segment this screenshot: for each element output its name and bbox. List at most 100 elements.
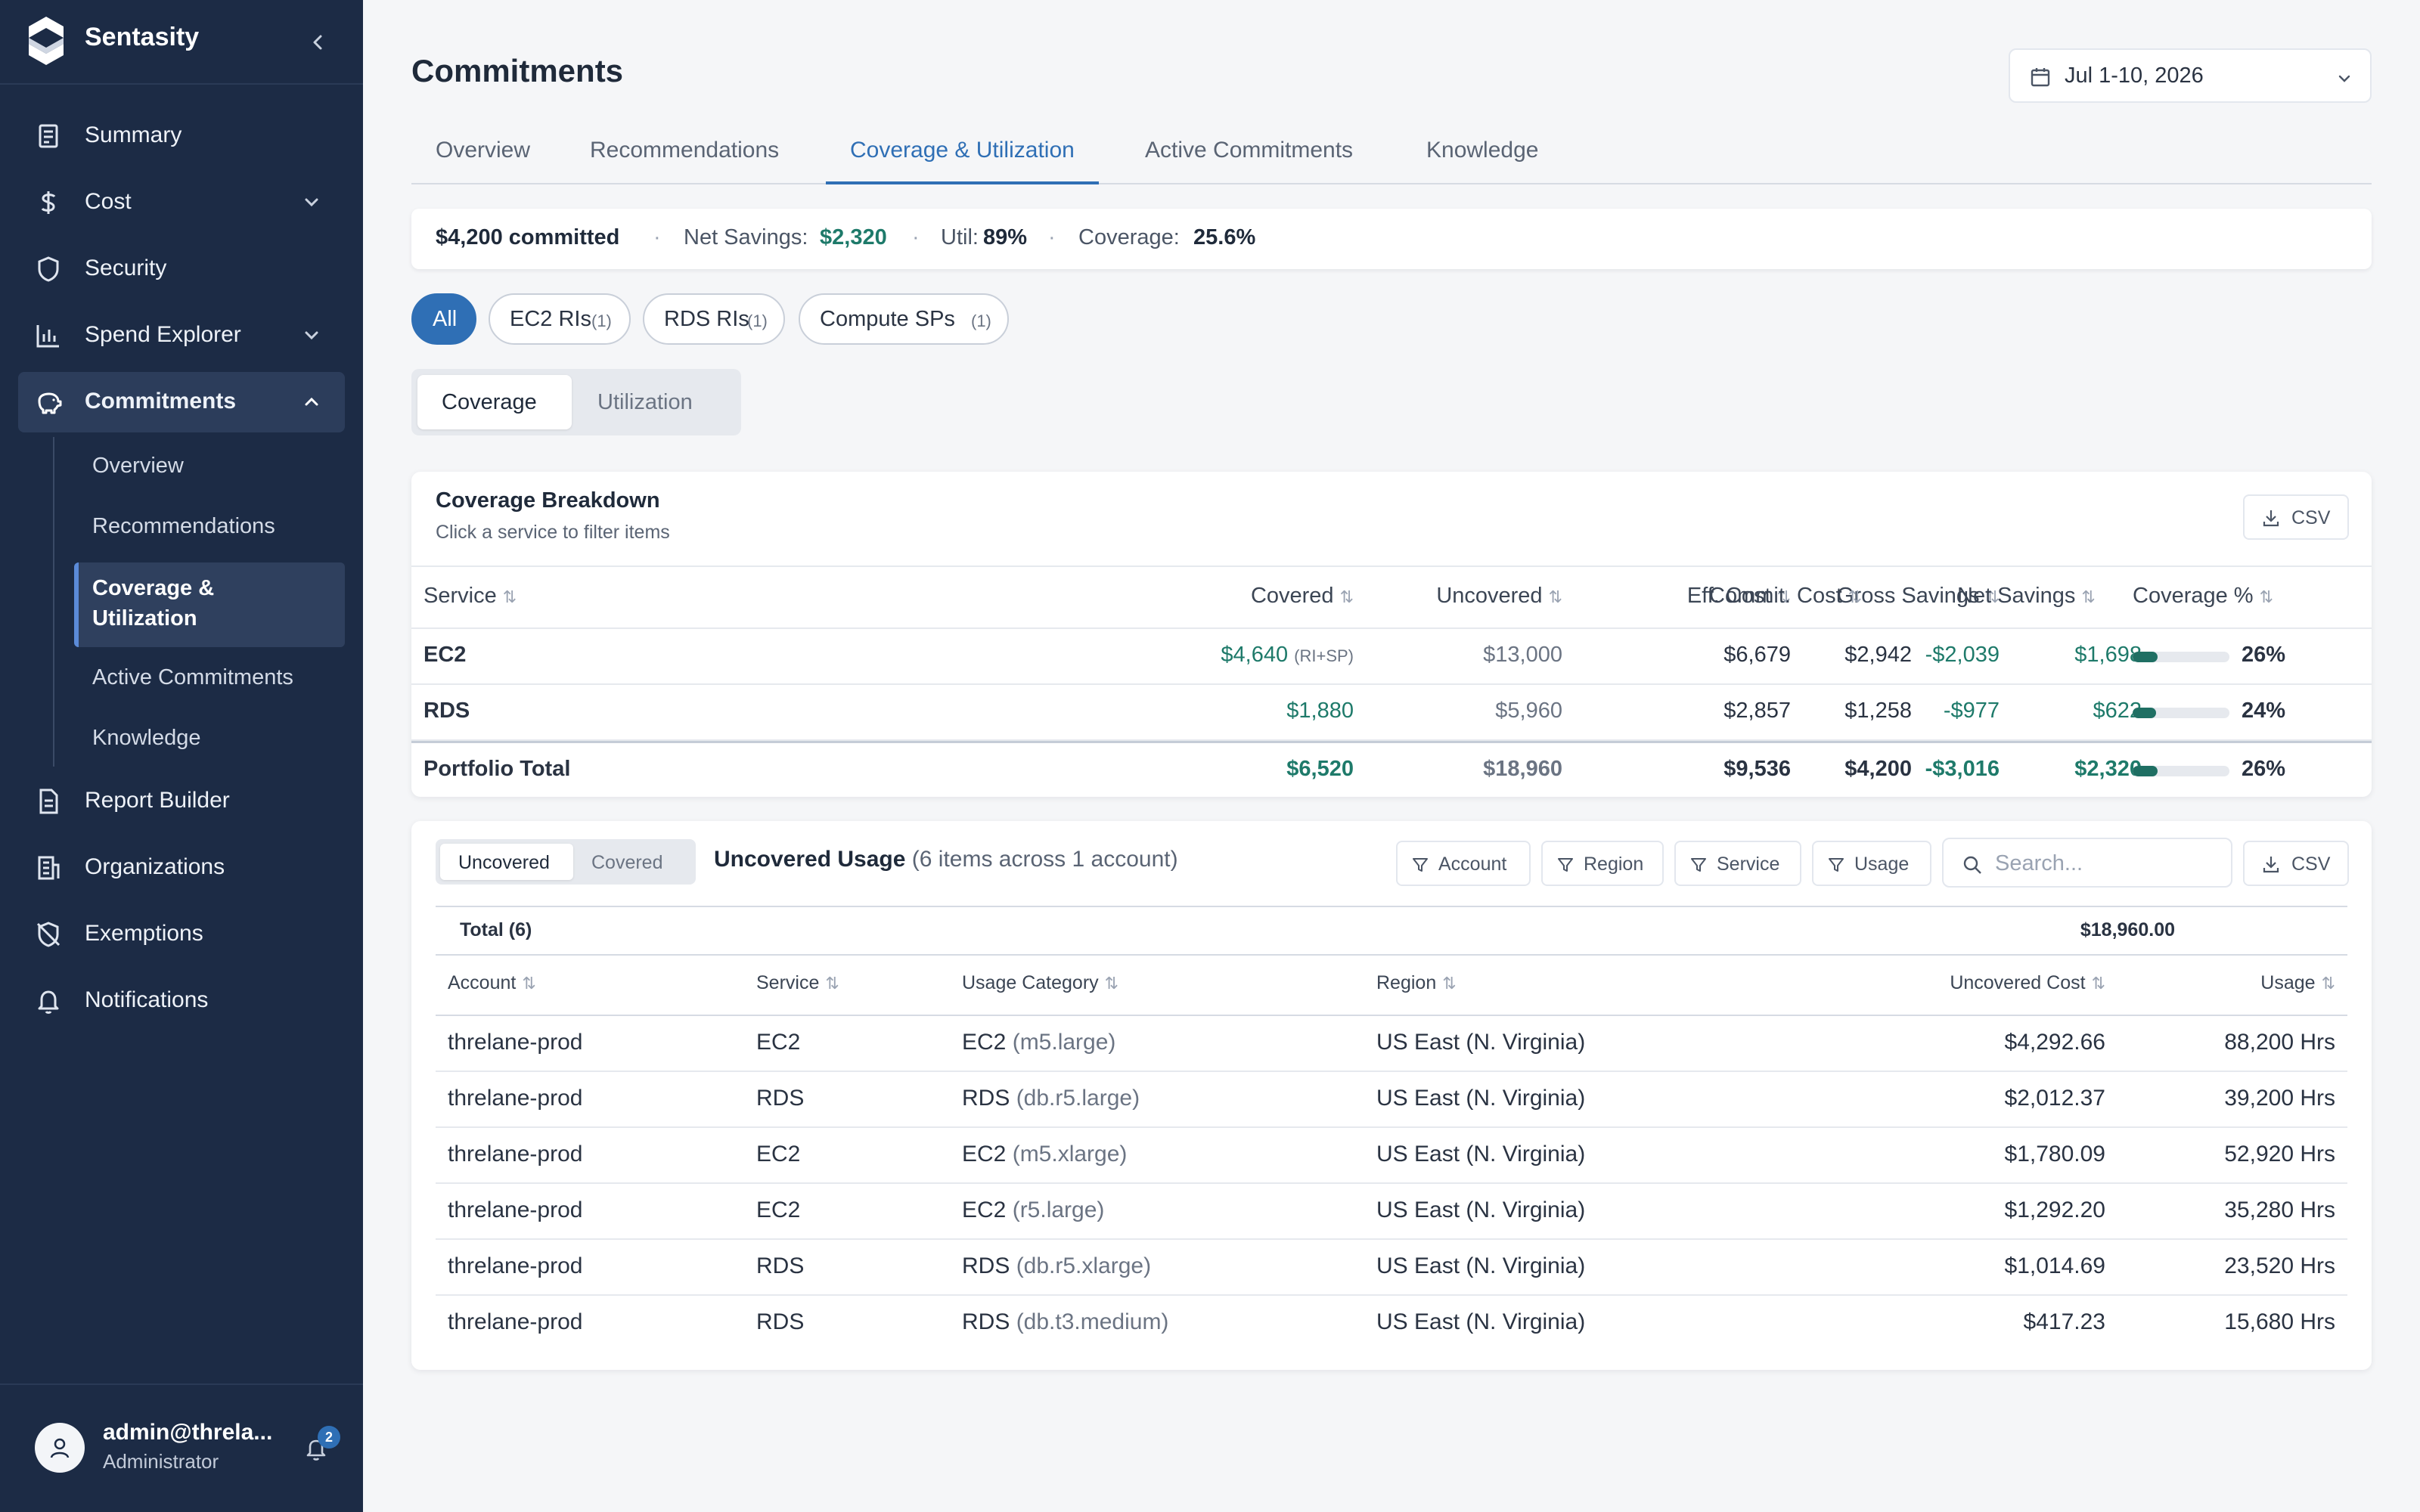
filter-chip-rds-ris[interactable]: RDS RIs (1) bbox=[643, 293, 785, 345]
usage-category-service: EC2 bbox=[962, 1030, 1007, 1055]
net-savings-value: $2,320 bbox=[820, 225, 887, 249]
button-label: Usage bbox=[1854, 854, 1910, 875]
search-input[interactable] bbox=[1995, 848, 2222, 878]
sidebar-item-summary[interactable]: Summary bbox=[18, 106, 345, 166]
filter-chip-label: Compute SPs bbox=[820, 307, 955, 331]
coverage-pct-cell: 26% bbox=[2242, 643, 2286, 667]
user-panel: admin@threla... Administrator 2 bbox=[0, 1383, 363, 1512]
net-savings-cell: $1,698 bbox=[2074, 643, 2142, 667]
usage-filter-button[interactable]: Usage bbox=[1812, 841, 1931, 886]
column-header-usage-category[interactable]: Usage Category ⇅ bbox=[962, 972, 1118, 994]
column-header-uncovered-cost[interactable]: Uncovered Cost ⇅ bbox=[1950, 972, 2105, 994]
region-filter-button[interactable]: Region bbox=[1541, 841, 1664, 886]
column-header-eff-cost[interactable]: Eff. Cost ⇅ bbox=[1687, 584, 1791, 609]
subnav-item-active-commitments[interactable]: Active Commitments bbox=[74, 662, 345, 692]
net-savings-cell: $2,320 bbox=[2074, 757, 2142, 781]
column-header-service[interactable]: Service ⇅ bbox=[756, 972, 839, 994]
table-row[interactable]: threlane-prod RDS RDS (db.t3.medium) US Eas… bbox=[436, 1296, 2347, 1352]
sort-icon: ⇅ bbox=[1776, 587, 1791, 606]
sidebar-item-label: Cost bbox=[85, 189, 132, 214]
uncovered-cost-cell: $2,012.37 bbox=[2004, 1086, 2105, 1111]
collapse-sidebar-icon[interactable] bbox=[306, 27, 330, 57]
subnav-label: Overview bbox=[92, 454, 184, 478]
sidebar-item-spend-explorer[interactable]: Spend Explorer bbox=[18, 305, 345, 366]
usage-category-detail: (m5.xlarge) bbox=[1012, 1142, 1128, 1167]
service-cell: RDS bbox=[756, 1086, 805, 1111]
sidebar-item-report-builder[interactable]: Report Builder bbox=[18, 771, 345, 832]
sort-icon: ⇅ bbox=[2081, 587, 2096, 606]
filter-icon bbox=[1829, 858, 1844, 872]
button-label: Region bbox=[1584, 854, 1644, 875]
active-indicator bbox=[74, 562, 79, 647]
date-range-picker[interactable]: Jul 1-10, 2026 bbox=[2009, 48, 2372, 103]
subnav-item-knowledge[interactable]: Knowledge bbox=[74, 723, 345, 753]
usage-category-cell: EC2 (r5.large) bbox=[962, 1198, 1104, 1223]
breakdown-row-ec2[interactable]: EC2 $4,640 (RI+SP) $13,000 $6,679 -$2,03… bbox=[411, 629, 2372, 685]
utilization-view-button[interactable]: Utilization bbox=[575, 375, 735, 429]
notification-bell-icon[interactable] bbox=[302, 1435, 330, 1462]
sidebar-item-security[interactable]: Security bbox=[18, 239, 345, 299]
commit-cost-cell: $4,200 bbox=[1844, 757, 1912, 781]
filter-chip-compute-sps[interactable]: Compute SPs (1) bbox=[799, 293, 1009, 345]
sidebar-item-organizations[interactable]: Organizations bbox=[18, 838, 345, 898]
title-text: Uncovered Usage bbox=[714, 847, 906, 872]
account-cell: threlane-prod bbox=[448, 1086, 583, 1111]
table-row[interactable]: threlane-prod RDS RDS (db.r5.xlarge) US Eas… bbox=[436, 1240, 2347, 1296]
sort-icon: ⇅ bbox=[2259, 587, 2274, 606]
table-row[interactable]: threlane-prod EC2 EC2 (m5.large) US East (N… bbox=[436, 1016, 2347, 1072]
sidebar-item-exemptions[interactable]: Exemptions bbox=[18, 904, 345, 965]
separator: · bbox=[653, 225, 661, 249]
uncovered-cell: $18,960 bbox=[1483, 757, 1562, 781]
subnav-item-overview[interactable]: Overview bbox=[74, 451, 345, 481]
breakdown-row-rds[interactable]: RDS $1,880 $5,960 $2,857 -$977 $1,258 $6… bbox=[411, 685, 2372, 741]
sidebar-item-cost[interactable]: Cost bbox=[18, 172, 345, 233]
sidebar: Sentasity Summary Cost Security Spend Ex… bbox=[0, 0, 363, 1512]
region-cell: US East (N. Virginia) bbox=[1376, 1086, 1586, 1111]
avatar[interactable] bbox=[35, 1423, 85, 1473]
column-header-covered[interactable]: Covered ⇅ bbox=[1251, 584, 1354, 609]
sidebar-item-commitments[interactable]: Commitments bbox=[18, 372, 345, 432]
table-row[interactable]: threlane-prod EC2 EC2 (r5.large) US East (N… bbox=[436, 1184, 2347, 1240]
account-filter-button[interactable]: Account bbox=[1396, 841, 1531, 886]
column-header-service[interactable]: Service ⇅ bbox=[424, 584, 517, 609]
column-header-usage[interactable]: Usage ⇅ bbox=[2260, 972, 2335, 994]
uncovered-toggle-button[interactable]: Uncovered bbox=[440, 844, 573, 880]
tab-recommendations[interactable]: Recommendations bbox=[590, 138, 780, 163]
coverage-view-button[interactable]: Coverage bbox=[417, 375, 572, 429]
subnav-item-recommendations[interactable]: Recommendations bbox=[74, 511, 345, 541]
card-title: Coverage Breakdown bbox=[436, 488, 660, 513]
service-filter-button[interactable]: Service bbox=[1674, 841, 1801, 886]
subnav-item-coverage-utilization[interactable]: Coverage & Utilization bbox=[74, 562, 345, 647]
column-header-region[interactable]: Region ⇅ bbox=[1376, 972, 1457, 994]
column-header-uncovered[interactable]: Uncovered ⇅ bbox=[1436, 584, 1562, 609]
table-row[interactable]: threlane-prod RDS RDS (db.r5.large) US East… bbox=[436, 1072, 2347, 1128]
sidebar-item-notifications[interactable]: Notifications bbox=[18, 971, 345, 1031]
tab-coverage-utilization[interactable]: Coverage & Utilization bbox=[826, 138, 1099, 184]
column-header-coverage-pct[interactable]: Coverage % ⇅ bbox=[2133, 584, 2273, 609]
account-cell: threlane-prod bbox=[448, 1253, 583, 1278]
table-row[interactable]: threlane-prod EC2 EC2 (m5.xlarge) US East (… bbox=[436, 1128, 2347, 1184]
tab-knowledge[interactable]: Knowledge bbox=[1426, 138, 1539, 163]
csv-export-button[interactable]: CSV bbox=[2243, 841, 2349, 886]
filter-chip-all[interactable]: All bbox=[411, 293, 476, 345]
usage-category-detail: (db.r5.xlarge) bbox=[1016, 1253, 1152, 1278]
column-header-account[interactable]: Account ⇅ bbox=[448, 972, 536, 994]
column-header-gross-savings[interactable]: Gross Savings ⇅ bbox=[1837, 584, 2000, 609]
search-field[interactable] bbox=[1942, 838, 2232, 888]
covered-toggle-button[interactable]: Covered bbox=[576, 844, 691, 880]
usage-category-service: RDS bbox=[962, 1253, 1010, 1278]
tab-overview[interactable]: Overview bbox=[436, 138, 531, 163]
column-header-net-savings[interactable]: Net Savings ⇅ bbox=[1957, 584, 2096, 609]
title-subtext: (6 items across 1 account) bbox=[911, 847, 1178, 872]
sort-icon: ⇅ bbox=[1104, 974, 1119, 993]
chevron-down-icon bbox=[305, 198, 318, 207]
calendar-icon bbox=[2031, 68, 2050, 87]
usage-cell: 23,520 Hrs bbox=[2224, 1253, 2335, 1278]
filter-chip-ec2-ris[interactable]: EC2 RIs (1) bbox=[489, 293, 631, 345]
covered-cell: $4,640 (RI+SP) bbox=[1221, 643, 1354, 668]
column-header-commit-cost[interactable]: Commit. Cost ⇅ bbox=[1709, 584, 1862, 609]
csv-export-button[interactable]: CSV bbox=[2243, 494, 2349, 540]
tab-active-commitments[interactable]: Active Commitments bbox=[1145, 138, 1354, 163]
search-icon bbox=[1963, 856, 1981, 874]
